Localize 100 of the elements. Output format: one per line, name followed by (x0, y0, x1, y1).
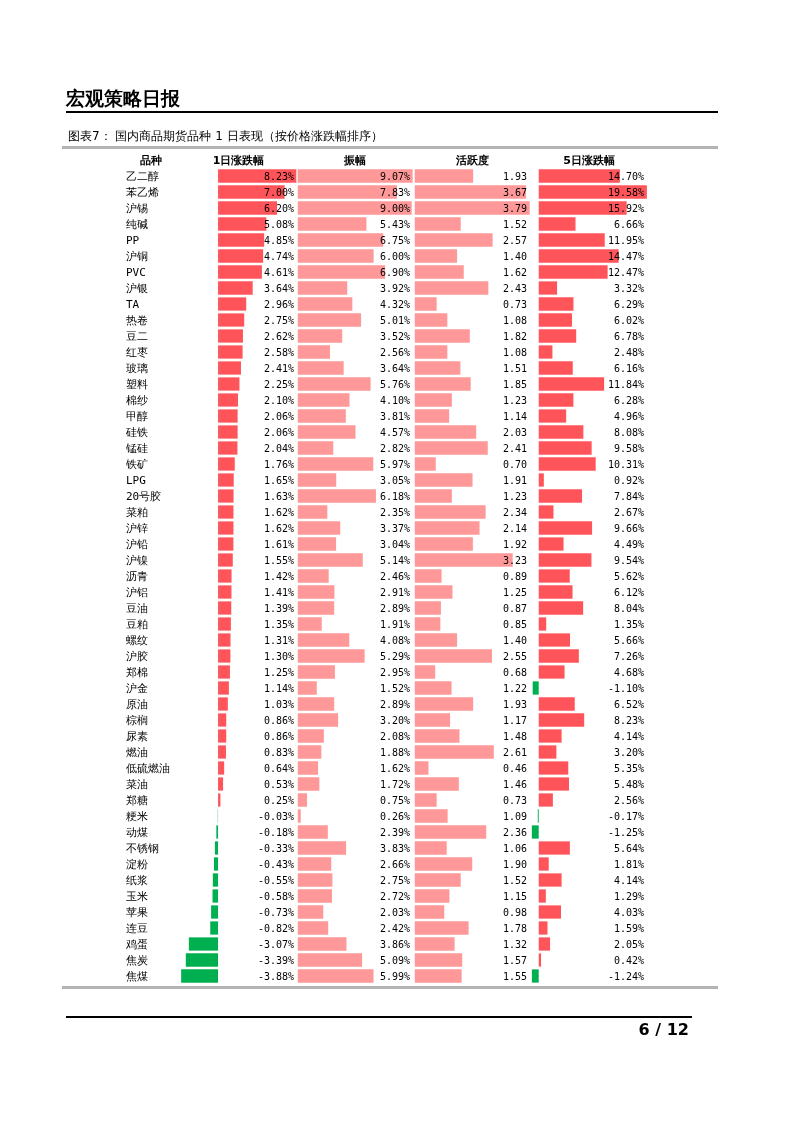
data-label: 1.62% (264, 523, 295, 534)
bar (414, 425, 477, 439)
data-label: 0.87 (503, 603, 528, 614)
y-tick-label: 纸浆 (126, 873, 148, 887)
data-label: 7.84% (614, 491, 645, 502)
bar (218, 617, 231, 631)
y-tick-label: 菜粕 (126, 505, 148, 519)
bar (218, 537, 234, 551)
bar (414, 521, 480, 535)
data-label: 6.90% (380, 267, 411, 278)
y-tick-label: 沪银 (126, 281, 148, 295)
bar (297, 777, 320, 791)
bar (218, 761, 225, 775)
bar (414, 953, 463, 967)
data-label: 1.63% (264, 491, 295, 502)
bar (414, 233, 493, 247)
bar (538, 585, 573, 599)
data-label: 19.58% (608, 187, 645, 198)
bar (414, 297, 437, 311)
bar (218, 633, 231, 647)
bar (538, 377, 605, 391)
data-label: 2.43 (503, 283, 528, 294)
data-label: 1.55 (503, 971, 528, 982)
bar (297, 569, 329, 583)
data-label: 1.82 (503, 331, 528, 342)
y-axis-title: 品种 (140, 154, 162, 167)
data-label: -0.55% (258, 875, 295, 886)
bar (538, 553, 592, 567)
data-label: 3.52% (380, 331, 411, 342)
data-label: 2.89% (380, 603, 411, 614)
data-label: 1.08 (503, 315, 528, 326)
bar (414, 329, 470, 343)
data-label: 3.05% (380, 475, 411, 486)
bar (218, 473, 234, 487)
data-label: -1.25% (608, 827, 645, 838)
bar (414, 393, 452, 407)
data-label: 6.66% (614, 219, 645, 230)
bar (212, 873, 219, 887)
data-label: 2.41 (503, 443, 528, 454)
bar (414, 265, 464, 279)
data-label: 1.06 (503, 843, 528, 854)
bar (297, 313, 362, 327)
bar (218, 713, 227, 727)
data-label: 4.61% (264, 267, 295, 278)
data-label: 2.36 (503, 827, 528, 838)
data-label: 1.55% (264, 555, 295, 566)
data-label: 2.08% (380, 731, 411, 742)
data-label: 9.66% (614, 523, 645, 534)
data-label: 8.08% (614, 427, 645, 438)
bar (218, 361, 241, 375)
data-label: 2.75% (380, 875, 411, 886)
bar (538, 185, 647, 199)
bar (538, 617, 547, 631)
bar (414, 905, 445, 919)
bar (414, 777, 459, 791)
data-label: 1.14% (264, 683, 295, 694)
data-label: 0.75% (380, 795, 411, 806)
bar (297, 761, 319, 775)
bar (538, 889, 546, 903)
data-label: 3.92% (380, 283, 411, 294)
data-label: 0.26% (380, 811, 411, 822)
data-label: 1.51 (503, 363, 528, 374)
y-tick-label: 玉米 (126, 889, 148, 903)
y-tick-label: PP (126, 233, 140, 247)
bar (538, 665, 565, 679)
data-label: -0.18% (258, 827, 295, 838)
data-label: 0.73 (503, 299, 528, 310)
bar (297, 537, 337, 551)
chart-title: 活跃度 (454, 153, 489, 167)
bar (414, 409, 450, 423)
data-label: 2.14 (503, 523, 528, 534)
y-tick-label: 豆二 (126, 329, 148, 343)
bar (218, 233, 265, 247)
bar (414, 649, 493, 663)
bar (538, 441, 592, 455)
data-label: 0.73 (503, 795, 528, 806)
data-label: 3.81% (380, 411, 411, 422)
data-label: 10.31% (608, 459, 645, 470)
data-label: 1.91 (503, 475, 528, 486)
y-tick-label: 豆油 (126, 601, 148, 615)
bar (414, 841, 447, 855)
bar (414, 873, 461, 887)
bar (297, 377, 371, 391)
data-label: 1.09 (503, 811, 528, 822)
bar (414, 825, 487, 839)
bar (218, 569, 232, 583)
data-label: 5.14% (380, 555, 411, 566)
data-label: -0.33% (258, 843, 295, 854)
bar (414, 601, 441, 615)
bar (538, 425, 584, 439)
bar (538, 281, 558, 295)
data-label: 3.79 (503, 203, 528, 214)
data-label: 11.84% (608, 379, 645, 390)
bar (538, 777, 569, 791)
bar (414, 969, 462, 983)
data-label: 2.04% (264, 443, 295, 454)
data-label: 0.25% (264, 795, 295, 806)
bar (297, 585, 335, 599)
data-label: 6.75% (380, 235, 411, 246)
bar (538, 361, 573, 375)
